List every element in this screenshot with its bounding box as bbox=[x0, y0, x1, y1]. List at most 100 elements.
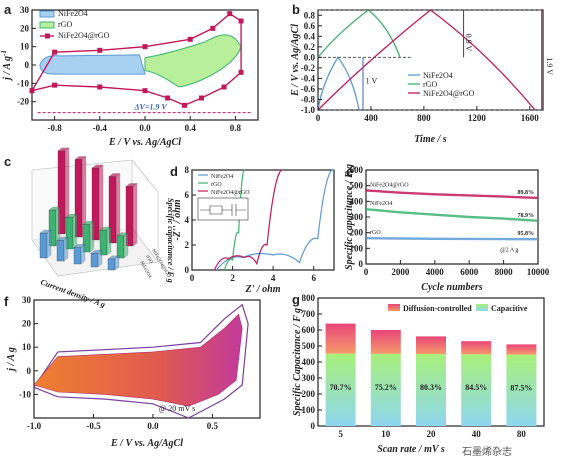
cycling-retention-label: 78.9% bbox=[518, 213, 535, 219]
capacitive-percent-label: 87.5% bbox=[510, 383, 532, 392]
panel-g-xtick-label: 5 bbox=[338, 429, 343, 439]
composite-cv-marker bbox=[97, 47, 103, 53]
panel-e-ytick-label: 600 bbox=[350, 165, 364, 175]
panel-b-ytick-label: -0.4 bbox=[301, 73, 316, 83]
bar-3d-front bbox=[90, 253, 99, 268]
delta-v-label: ΔV=1.9 V bbox=[134, 103, 168, 112]
panel-g-xtick-label: 10 bbox=[381, 429, 391, 439]
panel-b-ytick-label: 0.6 bbox=[304, 21, 316, 31]
composite-cv-marker bbox=[142, 88, 148, 94]
legend-swatch bbox=[39, 21, 55, 29]
panel-a-ytick-label: 20 bbox=[20, 23, 30, 33]
panel-b-xtick-label: 1200 bbox=[468, 113, 487, 123]
panel-b-xtick-label: 800 bbox=[417, 113, 431, 123]
panel-a-xtick-label: 0.8 bbox=[230, 123, 242, 133]
cycling-series-label: NiFe2O4 bbox=[370, 201, 392, 207]
annotation-1v: 1 V bbox=[366, 77, 378, 86]
capacitive-bar bbox=[506, 354, 537, 426]
bar-3d-front bbox=[56, 240, 65, 262]
capacitive-bar bbox=[416, 354, 446, 426]
panel-b-ytick-label: 0.2 bbox=[304, 42, 316, 52]
cycling-curve bbox=[365, 237, 539, 241]
bar-3d-side bbox=[80, 244, 86, 265]
rgo-cv-area bbox=[144, 34, 242, 88]
legend-label: rGO bbox=[211, 182, 222, 188]
gcd-curve bbox=[317, 9, 401, 58]
panel-g-ytick-label: 500 bbox=[302, 341, 316, 351]
panel-letter: c bbox=[4, 154, 11, 169]
panel-f-ylabel: j / A g bbox=[6, 347, 17, 373]
panel-b-ytick-label: -0.8 bbox=[301, 94, 316, 104]
panel-b-ytick-label: -0.2 bbox=[301, 63, 316, 73]
panel-d: d NiFe2O4 rGO NiFe2O4@rGO 0 2 4 6 0 2 4 6 8 Z' / ohm -… bbox=[170, 164, 335, 295]
panel-d-xtick-label: 4 bbox=[271, 273, 276, 283]
nife2o4-cv-area bbox=[39, 54, 146, 75]
panel-e-ytick-label: 0 bbox=[359, 259, 364, 269]
bar-3d-front bbox=[39, 232, 48, 259]
diffusion-bar bbox=[416, 336, 446, 355]
panel-d-ylabel: -Z'' / ohm bbox=[172, 199, 183, 240]
panel-c-series-label: rGO bbox=[144, 255, 153, 266]
panel-e-xlabel: Cycle numbers bbox=[421, 282, 482, 293]
diffusion-bar bbox=[461, 341, 492, 355]
panel-e-ytick-label: 500 bbox=[350, 181, 364, 191]
panel-d-ytick-label: 2 bbox=[185, 240, 190, 250]
panel-letter: a bbox=[4, 2, 12, 17]
panel-e-ytick-label: 200 bbox=[350, 228, 364, 238]
composite-cv-marker bbox=[238, 18, 244, 24]
panel-e-ytick-label: 100 bbox=[350, 243, 364, 253]
capacitive-bar bbox=[325, 353, 356, 426]
panel-e-ytick-label: 300 bbox=[350, 212, 364, 222]
panel-d-ytick-label: 8 bbox=[185, 165, 190, 175]
composite-cv-marker bbox=[165, 95, 171, 101]
panel-g-xtick-label: 20 bbox=[427, 429, 437, 439]
annotation-19v: 1.9 V bbox=[545, 57, 554, 75]
composite-cv-marker bbox=[187, 36, 193, 42]
panel-b-ytick-label: 0.0 bbox=[304, 52, 316, 62]
panel-g-ytick-label: 0 bbox=[311, 421, 316, 431]
composite-cv-marker bbox=[97, 84, 103, 90]
composite-cv-marker bbox=[199, 95, 204, 101]
capacitive-percent-label: 84.5% bbox=[465, 383, 487, 392]
panel-g-ytick-label: 300 bbox=[302, 373, 316, 383]
panel-f: f @ 20 mV s -1.0 -0.5 0.0 0.5 -10 0 10 20 30 E / V … bbox=[4, 294, 261, 449]
panel-f-xtick-label: 0.0 bbox=[147, 421, 159, 431]
panel-b-xlabel: Time / s bbox=[414, 134, 447, 145]
panel-e-ytick-label: 400 bbox=[350, 196, 364, 206]
panel-e-xtick-label: 8000 bbox=[495, 267, 514, 277]
legend-label: NiFe2O4 bbox=[58, 9, 88, 18]
bar-3d-front bbox=[116, 235, 125, 259]
nyquist-curve bbox=[213, 169, 284, 271]
panel-g-ytick-label: 400 bbox=[302, 357, 316, 367]
panel-a-xtick-label: -0.4 bbox=[93, 123, 108, 133]
panel-g: g70.7%575.2%1080.3%2084.5%4087.5%8001002… bbox=[292, 292, 545, 455]
cycling-retention-label: 95.8% bbox=[518, 231, 535, 237]
panel-a-ytick-label: 0 bbox=[25, 60, 30, 70]
legend-label: NiFe2O4 bbox=[423, 71, 453, 80]
composite-cv-marker bbox=[227, 11, 233, 17]
panel-d-ytick-label: 4 bbox=[185, 215, 190, 225]
panel-a-xtick-label: 0.4 bbox=[185, 123, 197, 133]
composite-cv-marker bbox=[52, 49, 58, 55]
nyquist-curve bbox=[223, 169, 246, 271]
panel-f-ytick-label: -10 bbox=[19, 389, 31, 399]
composite-cv-marker bbox=[210, 25, 216, 31]
legend-swatch-diffusion bbox=[388, 304, 400, 311]
panel-f-xtick-label: 0.5 bbox=[207, 421, 219, 431]
panel-f-xlabel: E / V vs. Ag/AgCl bbox=[110, 438, 183, 449]
legend-swatch-capacitive bbox=[476, 304, 488, 311]
panel-letter: g bbox=[292, 292, 300, 307]
panel-f-ytick-label: 30 bbox=[22, 295, 32, 305]
panel-a-xtick-label: 0.0 bbox=[139, 123, 151, 133]
panel-letter: e bbox=[346, 164, 353, 179]
cycling-curve bbox=[365, 208, 539, 222]
bar-3d-side bbox=[123, 232, 129, 259]
legend-label: Diffusion-controlled bbox=[403, 304, 472, 313]
legend-label: Capacitive bbox=[491, 304, 528, 313]
panel-a-ytick-label: 10 bbox=[20, 42, 30, 52]
panel-g-xlabel: Scan rate / mV s bbox=[377, 444, 445, 455]
legend-swatch bbox=[39, 10, 55, 18]
panel-a-ytick-label: 30 bbox=[20, 5, 30, 15]
bar-3d-front bbox=[107, 258, 116, 271]
